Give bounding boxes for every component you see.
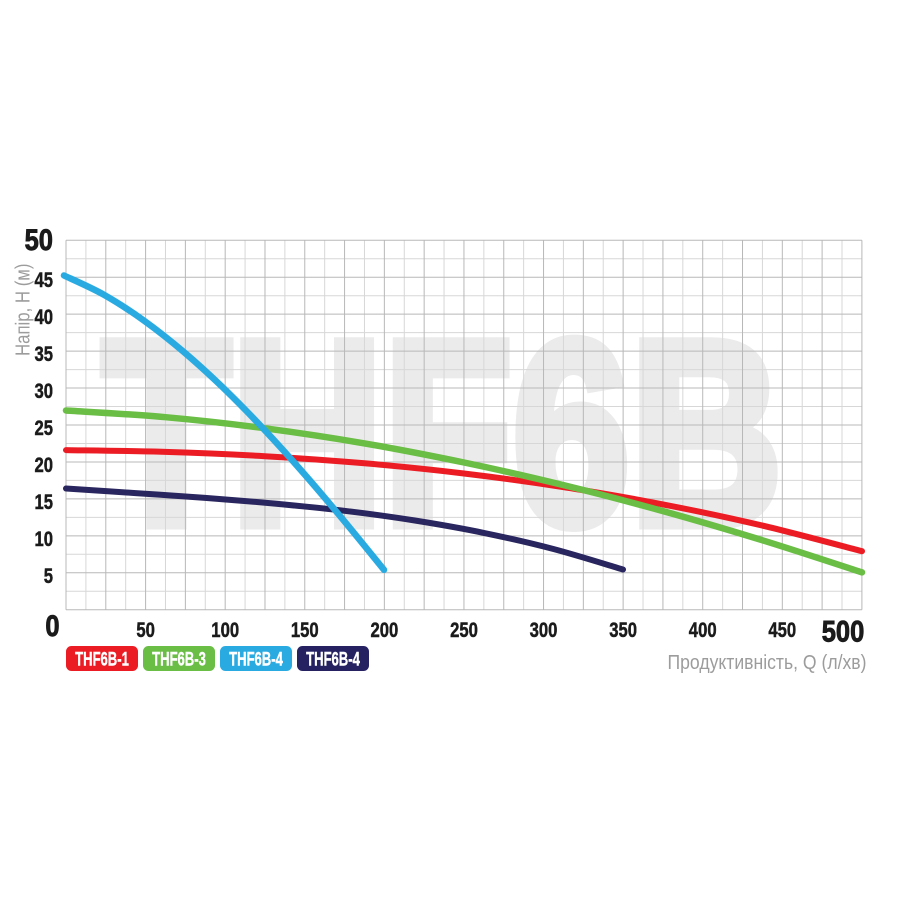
svg-text:25: 25: [34, 417, 53, 440]
svg-text:150: 150: [291, 619, 319, 642]
svg-text:350: 350: [609, 619, 637, 642]
svg-text:45: 45: [34, 269, 53, 292]
svg-text:100: 100: [211, 619, 239, 642]
svg-text:10: 10: [34, 528, 53, 551]
svg-text:500: 500: [822, 615, 865, 648]
svg-text:50: 50: [136, 619, 155, 642]
svg-text:50: 50: [25, 223, 53, 256]
svg-text:300: 300: [530, 619, 558, 642]
svg-text:40: 40: [34, 306, 53, 329]
svg-text:400: 400: [689, 619, 717, 642]
svg-text:0: 0: [45, 609, 59, 642]
svg-text:5: 5: [44, 565, 54, 588]
svg-text:THF6B-1: THF6B-1: [75, 648, 129, 670]
svg-text:THF6B-4: THF6B-4: [306, 648, 360, 670]
svg-text:Напір, H (м): Напір, H (м): [11, 264, 34, 356]
svg-text:15: 15: [34, 491, 53, 514]
svg-text:200: 200: [371, 619, 399, 642]
svg-text:THF6B-4: THF6B-4: [229, 648, 283, 670]
svg-text:35: 35: [34, 343, 53, 366]
svg-text:20: 20: [34, 454, 53, 477]
svg-text:450: 450: [768, 619, 796, 642]
svg-text:250: 250: [450, 619, 478, 642]
svg-text:30: 30: [34, 380, 53, 403]
svg-text:Продуктивність, Q (л/хв): Продуктивність, Q (л/хв): [668, 651, 867, 673]
svg-text:THF6B-3: THF6B-3: [152, 648, 206, 670]
